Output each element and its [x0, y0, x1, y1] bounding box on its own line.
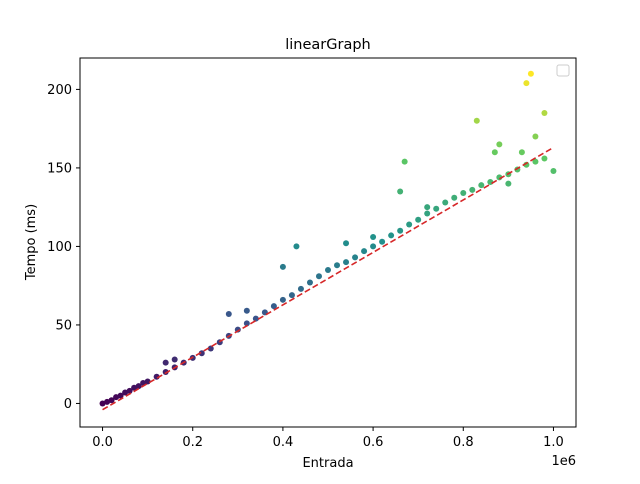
y-axis-label: Tempo (ms)	[24, 204, 39, 281]
data-point	[518, 149, 525, 156]
data-point	[198, 350, 205, 357]
data-point	[473, 117, 480, 124]
data-point	[343, 259, 350, 266]
x-tick-label: 0.4	[273, 435, 294, 450]
x-tick-label: 0.0	[92, 435, 113, 450]
data-point	[162, 369, 169, 376]
y-axis: 0 50 100 150 200	[47, 83, 80, 412]
data-point	[352, 254, 359, 261]
data-point	[315, 273, 322, 280]
data-point	[334, 262, 341, 269]
data-point	[388, 232, 395, 239]
x-tick-label: 1.0	[543, 435, 564, 450]
data-point	[270, 303, 277, 310]
data-point	[469, 186, 476, 193]
data-point	[243, 320, 250, 327]
data-point	[487, 179, 494, 186]
legend-box	[556, 64, 570, 77]
data-point	[527, 70, 534, 77]
data-point	[541, 155, 548, 162]
data-point	[433, 205, 440, 212]
data-point	[451, 194, 458, 201]
data-point	[370, 234, 377, 241]
data-point	[496, 141, 503, 148]
y-tick-label: 100	[47, 240, 72, 255]
data-point	[99, 400, 106, 407]
x-axis-label: Entrada	[302, 456, 353, 471]
data-point	[379, 238, 386, 245]
data-point	[207, 345, 214, 352]
data-point	[126, 387, 133, 394]
data-point	[343, 240, 350, 247]
y-tick-label: 50	[55, 318, 72, 333]
data-point	[225, 310, 232, 317]
data-point	[491, 149, 498, 156]
data-point	[397, 188, 404, 195]
data-point	[532, 158, 539, 165]
data-point	[532, 133, 539, 140]
data-point	[424, 204, 431, 211]
data-point	[306, 279, 313, 286]
data-point	[297, 285, 304, 292]
data-point	[288, 292, 295, 299]
x-axis-offset-label: 1e6	[551, 454, 576, 469]
y-tick-label: 0	[64, 397, 72, 412]
data-point	[122, 389, 129, 396]
data-point	[162, 359, 169, 366]
data-point	[541, 109, 548, 116]
chart-title: linearGraph	[285, 37, 371, 53]
x-axis: 0.0 0.2 0.4 0.6 0.8 1.0	[92, 427, 564, 450]
data-point	[279, 296, 286, 303]
data-point	[243, 307, 250, 314]
data-point	[293, 243, 300, 250]
data-point	[325, 266, 331, 273]
data-point	[460, 190, 467, 197]
data-point	[478, 182, 485, 189]
data-point	[401, 158, 408, 165]
fit-line	[102, 146, 554, 411]
data-point	[135, 383, 142, 390]
data-point	[108, 397, 115, 404]
data-point	[144, 378, 151, 385]
x-tick-label: 0.2	[182, 435, 203, 450]
data-point	[406, 221, 413, 228]
y-tick-label: 150	[47, 161, 72, 176]
data-point	[415, 216, 422, 223]
x-tick-label: 0.8	[453, 435, 474, 450]
data-point	[523, 80, 530, 87]
data-point	[550, 168, 557, 175]
data-point	[370, 243, 377, 250]
data-point	[361, 248, 368, 255]
data-point	[442, 199, 449, 206]
data-point	[104, 398, 111, 405]
plot-frame	[79, 57, 577, 428]
data-point	[424, 210, 431, 217]
data-point	[131, 384, 138, 391]
data-point	[279, 263, 286, 270]
data-point	[252, 315, 259, 322]
data-point	[171, 356, 178, 363]
data-point	[505, 180, 512, 187]
data-point	[397, 227, 404, 234]
fit-line-group	[102, 146, 554, 411]
data-point	[117, 392, 124, 399]
data-point	[113, 394, 120, 401]
x-tick-label: 0.6	[363, 435, 384, 450]
y-tick-label: 200	[47, 83, 72, 98]
